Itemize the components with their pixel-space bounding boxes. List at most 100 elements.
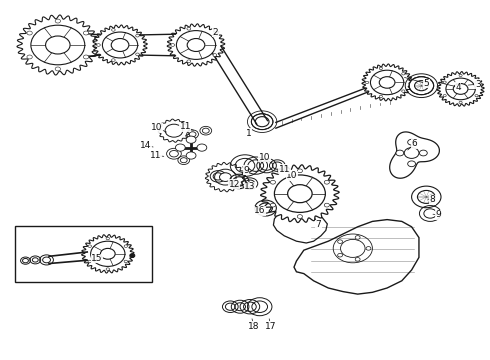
- Circle shape: [417, 190, 435, 203]
- Circle shape: [446, 78, 475, 100]
- Circle shape: [106, 268, 110, 270]
- Text: 8: 8: [429, 195, 435, 204]
- Circle shape: [341, 239, 365, 257]
- Text: 12: 12: [228, 180, 240, 189]
- Circle shape: [379, 67, 383, 69]
- Circle shape: [355, 257, 360, 261]
- Polygon shape: [82, 235, 134, 273]
- Circle shape: [297, 215, 302, 219]
- Circle shape: [338, 240, 343, 243]
- Circle shape: [396, 150, 404, 156]
- Circle shape: [124, 245, 127, 247]
- Circle shape: [338, 253, 343, 257]
- Circle shape: [443, 95, 446, 97]
- Circle shape: [100, 248, 115, 259]
- Polygon shape: [294, 220, 419, 294]
- Circle shape: [366, 81, 368, 84]
- Text: 5: 5: [423, 79, 429, 88]
- Circle shape: [419, 150, 427, 156]
- Circle shape: [402, 90, 405, 92]
- Circle shape: [102, 32, 138, 58]
- Circle shape: [187, 60, 191, 63]
- Text: 16: 16: [254, 206, 266, 215]
- Circle shape: [88, 245, 92, 247]
- Circle shape: [274, 175, 325, 212]
- Circle shape: [106, 237, 110, 240]
- Circle shape: [88, 260, 92, 263]
- Text: 14: 14: [140, 141, 152, 150]
- Circle shape: [186, 136, 196, 143]
- Polygon shape: [167, 24, 225, 66]
- Circle shape: [112, 59, 115, 61]
- Polygon shape: [273, 198, 327, 243]
- Text: 1: 1: [246, 129, 252, 138]
- Circle shape: [459, 74, 462, 77]
- Circle shape: [297, 169, 302, 173]
- Circle shape: [415, 81, 428, 91]
- Circle shape: [46, 36, 70, 54]
- Bar: [15, 226, 152, 282]
- Circle shape: [136, 34, 139, 37]
- Text: 6: 6: [411, 139, 417, 148]
- Circle shape: [186, 152, 196, 159]
- Text: 9: 9: [243, 166, 249, 175]
- Circle shape: [379, 77, 395, 88]
- Polygon shape: [17, 15, 98, 75]
- Text: 11: 11: [279, 165, 291, 174]
- Circle shape: [412, 186, 441, 208]
- Circle shape: [288, 185, 312, 203]
- Circle shape: [130, 254, 135, 257]
- Circle shape: [197, 144, 207, 151]
- Circle shape: [124, 260, 127, 263]
- Circle shape: [324, 203, 329, 207]
- Circle shape: [27, 55, 32, 59]
- Text: 13: 13: [244, 182, 256, 192]
- Circle shape: [402, 73, 405, 75]
- Polygon shape: [362, 64, 412, 101]
- Circle shape: [324, 180, 329, 184]
- Circle shape: [175, 144, 185, 151]
- Circle shape: [187, 39, 205, 51]
- Text: 10: 10: [259, 153, 270, 162]
- Circle shape: [176, 31, 216, 59]
- Text: 11: 11: [179, 122, 191, 131]
- Circle shape: [408, 161, 416, 167]
- Circle shape: [91, 241, 125, 266]
- Polygon shape: [390, 132, 440, 178]
- Circle shape: [333, 234, 372, 263]
- Circle shape: [111, 39, 129, 51]
- Circle shape: [453, 84, 468, 94]
- Circle shape: [136, 53, 139, 56]
- Circle shape: [83, 31, 89, 35]
- Text: 10: 10: [286, 171, 298, 180]
- Circle shape: [408, 139, 416, 145]
- Circle shape: [355, 236, 360, 239]
- Circle shape: [443, 81, 446, 83]
- Text: 3: 3: [475, 80, 481, 89]
- Circle shape: [379, 95, 383, 98]
- Polygon shape: [93, 25, 147, 65]
- Circle shape: [187, 27, 191, 30]
- Text: 9: 9: [436, 210, 441, 219]
- Circle shape: [270, 203, 275, 207]
- Text: 17: 17: [265, 322, 277, 330]
- Circle shape: [370, 70, 404, 95]
- Circle shape: [97, 44, 100, 46]
- Text: 10: 10: [151, 123, 163, 132]
- Circle shape: [366, 247, 371, 250]
- Text: 18: 18: [248, 322, 260, 330]
- Circle shape: [83, 55, 89, 59]
- Circle shape: [459, 101, 462, 104]
- Circle shape: [213, 54, 217, 57]
- Polygon shape: [261, 165, 339, 222]
- Text: 4: 4: [455, 83, 461, 91]
- Text: 15: 15: [91, 254, 103, 263]
- Circle shape: [171, 44, 174, 46]
- Circle shape: [409, 77, 434, 95]
- Circle shape: [220, 173, 231, 181]
- Circle shape: [475, 95, 478, 97]
- Text: 7: 7: [316, 220, 321, 229]
- Text: 11: 11: [150, 151, 162, 160]
- Circle shape: [55, 67, 60, 71]
- Circle shape: [31, 25, 85, 65]
